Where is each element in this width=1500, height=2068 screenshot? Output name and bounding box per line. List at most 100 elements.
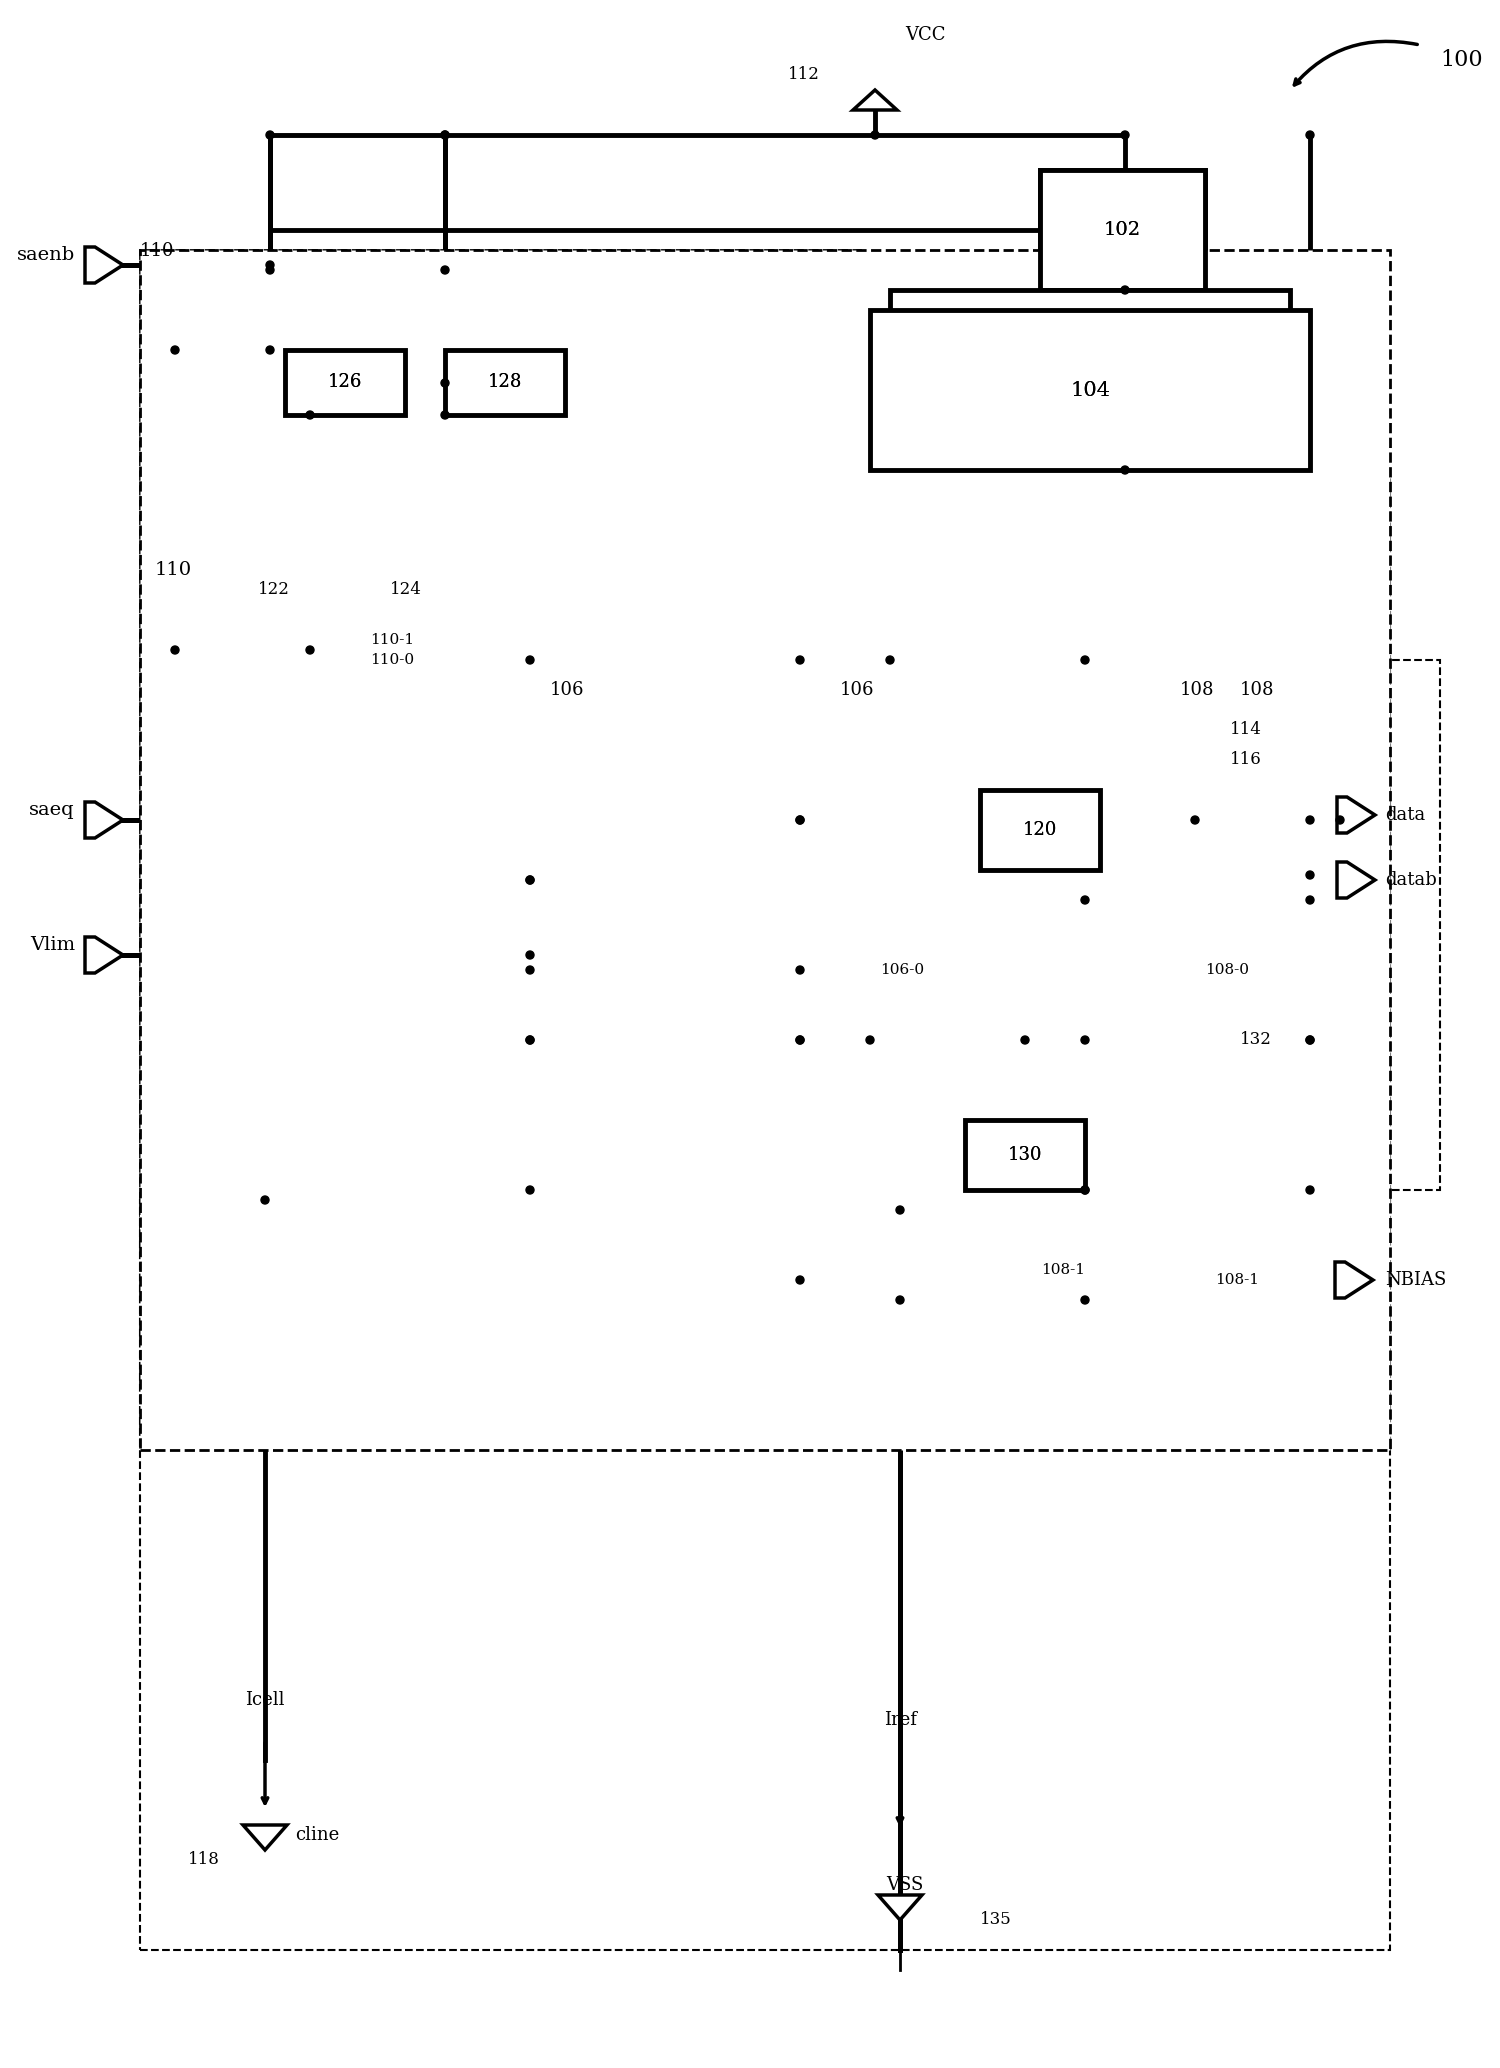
Circle shape xyxy=(1082,1297,1089,1305)
Circle shape xyxy=(526,1187,534,1193)
Text: 112: 112 xyxy=(788,66,820,83)
Circle shape xyxy=(441,267,448,273)
FancyBboxPatch shape xyxy=(890,290,1290,321)
Circle shape xyxy=(796,1036,804,1044)
Circle shape xyxy=(1306,1187,1314,1193)
Circle shape xyxy=(261,1195,268,1204)
FancyBboxPatch shape xyxy=(964,1121,1084,1189)
Text: 110: 110 xyxy=(154,560,192,579)
Circle shape xyxy=(796,817,804,823)
Text: saeq: saeq xyxy=(30,800,75,819)
Circle shape xyxy=(1082,895,1089,904)
Circle shape xyxy=(306,412,314,420)
Circle shape xyxy=(1120,285,1130,294)
Circle shape xyxy=(1120,130,1130,139)
Circle shape xyxy=(441,412,448,420)
Circle shape xyxy=(896,1297,904,1305)
Circle shape xyxy=(1306,1036,1314,1044)
FancyBboxPatch shape xyxy=(530,391,730,730)
Text: VSS: VSS xyxy=(886,1876,924,1894)
Circle shape xyxy=(896,1206,904,1214)
Circle shape xyxy=(526,1036,534,1044)
FancyBboxPatch shape xyxy=(890,290,1290,321)
Polygon shape xyxy=(1335,1261,1372,1299)
Circle shape xyxy=(1306,871,1314,879)
FancyBboxPatch shape xyxy=(1160,660,1440,1189)
Circle shape xyxy=(796,817,804,823)
Text: data: data xyxy=(1384,807,1425,823)
Circle shape xyxy=(1082,656,1089,664)
Polygon shape xyxy=(86,937,123,974)
Circle shape xyxy=(526,656,534,664)
Circle shape xyxy=(266,261,274,269)
Polygon shape xyxy=(853,91,897,110)
FancyBboxPatch shape xyxy=(980,790,1100,871)
Circle shape xyxy=(886,656,894,664)
FancyBboxPatch shape xyxy=(870,310,1310,469)
Text: 100: 100 xyxy=(1440,50,1482,70)
Circle shape xyxy=(796,966,804,974)
Text: 110-1: 110-1 xyxy=(370,633,414,647)
FancyBboxPatch shape xyxy=(1040,170,1205,290)
Text: 118: 118 xyxy=(188,1851,220,1869)
Polygon shape xyxy=(1336,796,1376,833)
Circle shape xyxy=(1082,1036,1089,1044)
Circle shape xyxy=(526,1036,534,1044)
Circle shape xyxy=(441,130,448,139)
Text: 135: 135 xyxy=(980,1911,1012,1929)
FancyBboxPatch shape xyxy=(140,250,1390,1450)
Text: 124: 124 xyxy=(390,581,422,598)
Text: NBIAS: NBIAS xyxy=(1384,1272,1446,1288)
Text: 106: 106 xyxy=(550,680,585,699)
Text: 104: 104 xyxy=(1070,381,1110,399)
Text: 110: 110 xyxy=(140,242,174,261)
Text: 108-1: 108-1 xyxy=(1041,1264,1084,1278)
Circle shape xyxy=(441,130,448,139)
Text: saenb: saenb xyxy=(16,246,75,265)
Circle shape xyxy=(1022,1036,1029,1044)
Text: VCC: VCC xyxy=(904,27,945,43)
Text: 104: 104 xyxy=(1070,381,1110,399)
Circle shape xyxy=(526,877,534,883)
Circle shape xyxy=(1306,895,1314,904)
Circle shape xyxy=(796,1276,804,1284)
Polygon shape xyxy=(243,1824,286,1851)
Polygon shape xyxy=(878,1894,922,1919)
Text: 108: 108 xyxy=(1180,680,1215,699)
Circle shape xyxy=(526,877,534,883)
Circle shape xyxy=(1191,817,1198,823)
Circle shape xyxy=(1082,1187,1089,1193)
Circle shape xyxy=(171,645,178,653)
Text: 120: 120 xyxy=(1023,821,1058,840)
FancyBboxPatch shape xyxy=(800,469,1390,1210)
Text: 130: 130 xyxy=(1008,1146,1042,1164)
FancyBboxPatch shape xyxy=(285,349,405,416)
Circle shape xyxy=(266,267,274,273)
Text: 102: 102 xyxy=(1104,221,1140,240)
Text: 126: 126 xyxy=(328,372,362,391)
Circle shape xyxy=(526,951,534,960)
Text: 106: 106 xyxy=(840,680,874,699)
Circle shape xyxy=(306,645,314,653)
Circle shape xyxy=(796,1036,804,1044)
FancyBboxPatch shape xyxy=(176,391,514,980)
Circle shape xyxy=(796,656,804,664)
Text: 116: 116 xyxy=(1230,751,1262,769)
Text: 110-0: 110-0 xyxy=(370,653,414,668)
Text: datab: datab xyxy=(1384,871,1437,889)
FancyBboxPatch shape xyxy=(800,660,1130,1189)
FancyBboxPatch shape xyxy=(821,1181,1300,1799)
FancyBboxPatch shape xyxy=(1040,170,1205,290)
Text: Vlim: Vlim xyxy=(30,937,75,953)
Circle shape xyxy=(1306,130,1314,139)
Circle shape xyxy=(1306,817,1314,823)
Text: cline: cline xyxy=(296,1826,339,1845)
Polygon shape xyxy=(86,246,123,283)
Text: 102: 102 xyxy=(1104,221,1140,240)
Circle shape xyxy=(1306,1036,1314,1044)
FancyBboxPatch shape xyxy=(446,349,566,416)
Circle shape xyxy=(1120,465,1130,474)
Text: 130: 130 xyxy=(1008,1146,1042,1164)
Circle shape xyxy=(441,378,448,387)
FancyBboxPatch shape xyxy=(980,790,1100,871)
